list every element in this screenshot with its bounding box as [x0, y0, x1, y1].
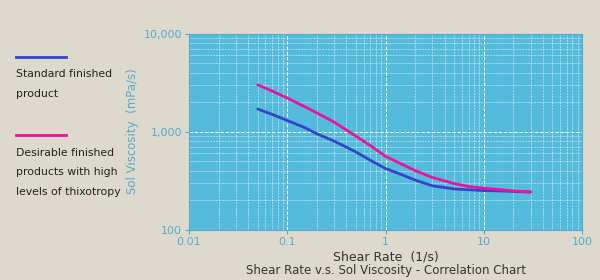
Y-axis label: Sol Viscosity  (mPa/s): Sol Viscosity (mPa/s) — [127, 69, 139, 195]
Text: product: product — [16, 88, 58, 99]
Text: products with high: products with high — [16, 167, 117, 178]
Text: Standard finished: Standard finished — [16, 69, 112, 79]
Text: Shear Rate v.s. Sol Viscosity - Correlation Chart: Shear Rate v.s. Sol Viscosity - Correlat… — [245, 264, 526, 277]
Text: Desirable finished: Desirable finished — [16, 148, 113, 158]
Text: levels of thixotropy: levels of thixotropy — [16, 187, 120, 197]
X-axis label: Shear Rate  (1/s): Shear Rate (1/s) — [332, 251, 439, 264]
